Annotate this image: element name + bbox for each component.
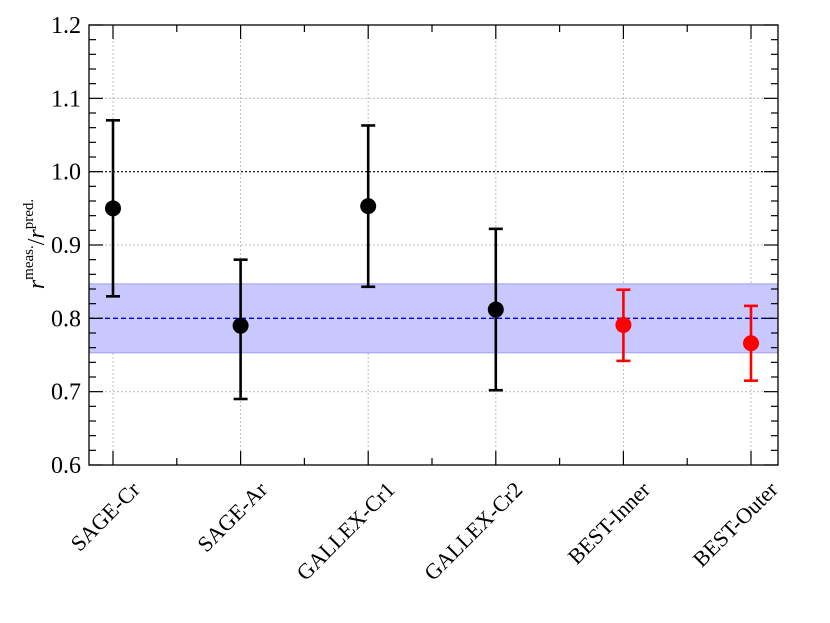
point-group-best-inner xyxy=(615,288,632,363)
y-axis-ticks: 0.6 0.7 0.8 0.9 1.0 1.1 1.2 xyxy=(51,13,778,479)
y-axis-label: rmeas./rpred. xyxy=(21,199,50,289)
y-tick-label: 1.2 xyxy=(51,13,81,39)
y-tick-label: 0.8 xyxy=(51,306,81,332)
data-point-marker xyxy=(105,200,121,217)
y-tick-label: 0.7 xyxy=(51,380,81,406)
x-category-label: BEST-Inner xyxy=(563,476,656,569)
y-label-slash: / xyxy=(24,238,50,245)
data-point-marker xyxy=(232,317,249,334)
data-point-marker xyxy=(360,198,377,215)
x-category-label: BEST-Outer xyxy=(688,476,783,571)
data-point-marker xyxy=(615,316,632,333)
y-label-r1: r xyxy=(24,279,50,289)
y-label-r2: r xyxy=(24,229,50,239)
point-group-sage-ar xyxy=(232,258,249,401)
combined-band xyxy=(88,283,779,354)
data-point-marker xyxy=(487,301,504,318)
x-category-label: SAGE-Cr xyxy=(65,476,145,556)
x-category-label: SAGE-Ar xyxy=(192,476,272,556)
data-point-marker xyxy=(743,335,759,352)
point-group-gallex-cr2 xyxy=(487,227,504,392)
y-label-sup2: pred. xyxy=(21,199,37,229)
point-group-best-outer xyxy=(743,304,759,382)
y-label-sup1: meas. xyxy=(21,245,37,280)
y-tick-label: 0.9 xyxy=(51,233,81,259)
y-tick-label: 0.6 xyxy=(51,453,81,479)
y-tick-label: 1.0 xyxy=(51,160,81,186)
x-category-label: GALLEX-Cr2 xyxy=(419,477,527,585)
x-category-label: GALLEX-Cr1 xyxy=(291,477,399,585)
y-tick-label: 1.1 xyxy=(51,86,81,112)
point-group-sage-cr xyxy=(105,119,121,298)
grid xyxy=(89,25,778,465)
data-points xyxy=(105,119,759,401)
point-group-gallex-cr1 xyxy=(360,124,377,289)
